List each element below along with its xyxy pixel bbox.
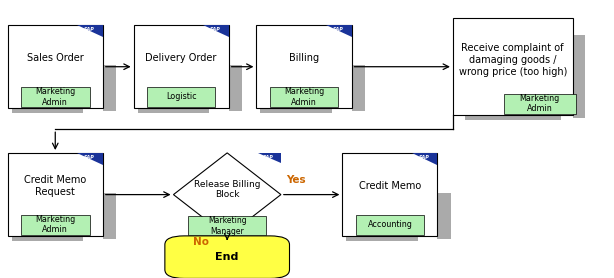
Text: SAP: SAP xyxy=(263,155,274,160)
Bar xyxy=(260,102,332,113)
Bar xyxy=(138,102,209,113)
Bar xyxy=(228,65,242,111)
Text: Logistic: Logistic xyxy=(166,92,196,101)
Bar xyxy=(351,65,365,111)
Bar xyxy=(7,153,103,236)
Text: Marketing
Admin: Marketing Admin xyxy=(284,87,324,106)
Text: Yes: Yes xyxy=(286,175,305,185)
Text: Billing: Billing xyxy=(289,53,319,63)
Bar xyxy=(270,87,338,107)
Bar xyxy=(103,193,116,239)
Polygon shape xyxy=(412,153,437,165)
Text: Release Billing
Block: Release Billing Block xyxy=(194,180,260,199)
Bar xyxy=(453,18,572,115)
Bar xyxy=(257,25,351,108)
Text: SAP: SAP xyxy=(84,155,95,160)
Text: Marketing
Admin: Marketing Admin xyxy=(35,215,76,234)
FancyBboxPatch shape xyxy=(165,236,290,278)
Text: Marketing
Manager: Marketing Manager xyxy=(208,216,246,235)
Bar xyxy=(503,94,576,114)
Bar xyxy=(437,193,451,239)
Bar xyxy=(12,230,83,241)
Text: Sales Order: Sales Order xyxy=(27,53,84,63)
Polygon shape xyxy=(77,153,103,165)
Bar xyxy=(346,230,418,241)
Text: SAP: SAP xyxy=(84,28,95,33)
Text: Accounting: Accounting xyxy=(367,220,413,229)
Polygon shape xyxy=(203,25,228,37)
Bar xyxy=(147,87,216,107)
Text: Marketing
Admin: Marketing Admin xyxy=(35,87,76,106)
Text: Credit Memo
Request: Credit Memo Request xyxy=(24,175,87,197)
Text: Credit Memo: Credit Memo xyxy=(359,181,421,191)
Polygon shape xyxy=(325,25,351,37)
Text: End: End xyxy=(216,252,239,262)
Polygon shape xyxy=(258,153,281,163)
Polygon shape xyxy=(77,25,103,37)
Bar xyxy=(7,25,103,108)
Bar xyxy=(103,65,116,111)
Bar xyxy=(356,215,424,235)
Text: Receive complaint of
damaging goods /
wrong price (too high): Receive complaint of damaging goods / wr… xyxy=(459,43,567,76)
Text: Delivery Order: Delivery Order xyxy=(146,53,217,63)
Bar xyxy=(12,102,83,113)
Bar xyxy=(21,87,90,107)
Bar xyxy=(134,25,228,108)
Polygon shape xyxy=(173,153,281,236)
Bar xyxy=(343,153,437,236)
Bar xyxy=(21,215,90,235)
Text: SAP: SAP xyxy=(210,28,221,33)
Text: Marketing
Admin: Marketing Admin xyxy=(519,94,560,113)
Text: No: No xyxy=(193,237,209,247)
Bar xyxy=(572,35,585,118)
Text: SAP: SAP xyxy=(333,28,344,33)
Bar xyxy=(188,217,266,235)
Text: SAP: SAP xyxy=(419,155,430,160)
Bar xyxy=(465,109,561,120)
